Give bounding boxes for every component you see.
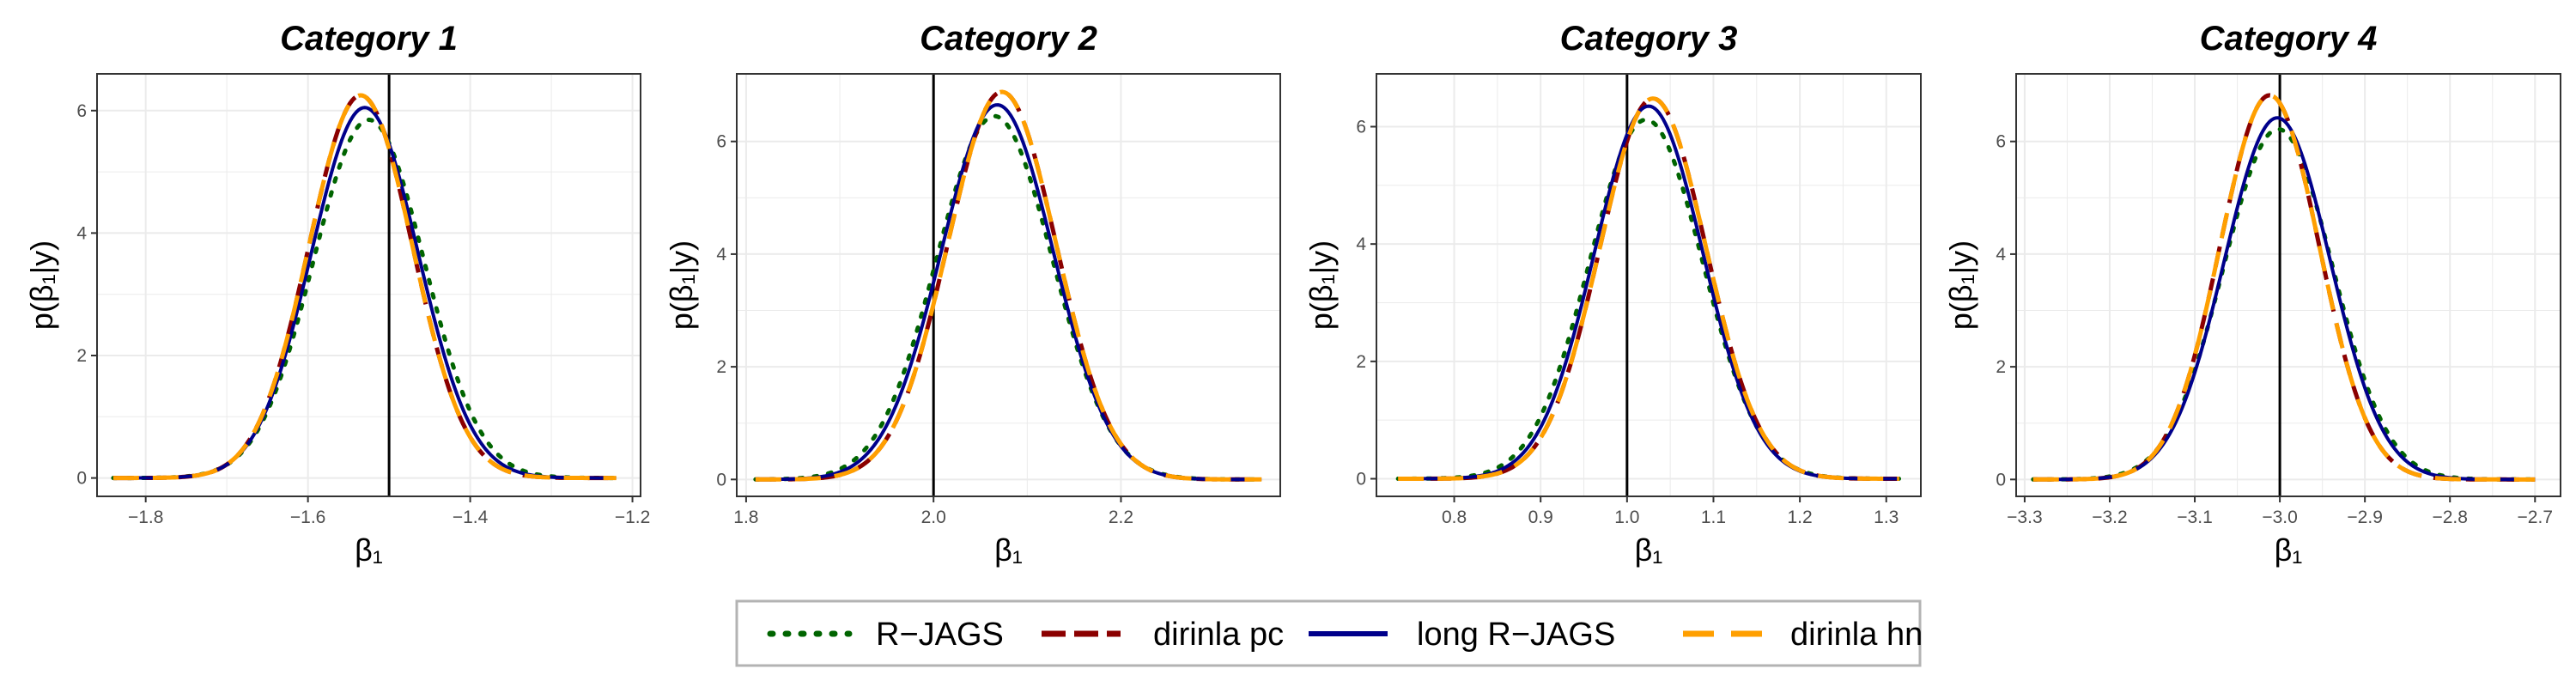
legend: R−JAGS dirinla pc long R−JAGS dirinla hn	[735, 599, 1923, 667]
plot-border	[1376, 73, 1922, 497]
x-tick-label: −1.6	[290, 508, 325, 527]
y-axis-title: p(β₁|y)	[1303, 240, 1339, 330]
x-tick-label: −1.8	[128, 508, 163, 527]
x-tick-label: 1.8	[733, 508, 758, 527]
y-tick-label: 0	[716, 470, 726, 489]
density-curve-dirinla-hn	[112, 93, 617, 481]
plot-background	[737, 74, 1280, 496]
plot-border	[736, 73, 1281, 497]
legend-item: dirinla hn	[1683, 617, 1923, 653]
x-axis-title: β₁	[355, 532, 383, 568]
x-tick-label: −3.2	[2092, 508, 2127, 527]
legend-label: dirinla pc	[1153, 617, 1284, 653]
x-tick-label: 1.3	[1874, 508, 1899, 527]
x-tick-label: 1.0	[1614, 508, 1639, 527]
y-tick-label: 2	[1356, 352, 1366, 372]
x-axis-title: β₁	[994, 532, 1023, 568]
x-tick-label: −3.1	[2177, 508, 2212, 527]
x-tick-label: 1.1	[1701, 508, 1726, 527]
x-tick-label: −2.9	[2347, 508, 2382, 527]
panel-title: Category 1	[280, 20, 458, 58]
x-axis-title: β₁	[2275, 532, 2303, 568]
legend-item: R−JAGS	[767, 617, 1004, 653]
y-tick-label: 0	[1356, 470, 1366, 489]
y-tick-label: 2	[76, 346, 87, 366]
y-axis-title: p(β₁|y)	[664, 240, 699, 330]
density-curve-dirinla-hn	[1398, 96, 1899, 481]
x-tick-label: 2.0	[921, 508, 946, 527]
y-tick-label: 4	[1996, 245, 2006, 264]
y-tick-label: 6	[1356, 118, 1366, 137]
panel-title: Category 4	[2200, 20, 2378, 58]
x-tick-label: −3.0	[2262, 508, 2297, 527]
panel-2: 0 2 4 6 1.8 2.0 2.2 Category 2 β₁ p(β₁|y)	[664, 20, 1281, 568]
y-tick-label: 0	[76, 469, 87, 489]
plot-background	[2016, 74, 2561, 496]
x-tick-label: −1.2	[615, 508, 650, 527]
y-tick-label: 4	[716, 245, 726, 264]
y-tick-label: 6	[76, 101, 87, 121]
x-axis-title: β₁	[1635, 532, 1663, 568]
x-tick-label: −1.4	[453, 508, 489, 527]
y-tick-label: 6	[716, 132, 726, 152]
density-curve-dirinla-hn	[755, 89, 1262, 482]
y-tick-label: 0	[1996, 470, 2006, 489]
y-tick-label: 2	[716, 357, 726, 377]
y-tick-label: 4	[1356, 234, 1366, 254]
x-tick-label: 0.9	[1528, 508, 1553, 527]
legend-label: R−JAGS	[876, 617, 1004, 653]
plot-background	[97, 74, 641, 496]
panel-title: Category 2	[920, 20, 1097, 58]
plot-border	[2015, 73, 2561, 497]
x-tick-label: −2.7	[2518, 508, 2553, 527]
x-tick-label: 1.2	[1788, 508, 1813, 527]
legend-label: long R−JAGS	[1417, 617, 1615, 653]
panel-title: Category 3	[1560, 20, 1738, 58]
y-tick-label: 4	[76, 223, 87, 243]
density-curve-r-jags	[2031, 126, 2537, 482]
y-axis-title: p(β₁|y)	[24, 240, 59, 330]
y-axis-title: p(β₁|y)	[1943, 240, 1978, 330]
y-tick-label: 2	[1996, 357, 2006, 377]
density-curve-dirinla-hn	[2032, 93, 2536, 482]
panel-1: 0 2 4 6 −1.8 −1.6 −1.4 −1.2 Category 1 β₁ p(β₁|y)	[24, 20, 650, 568]
x-tick-label: 0.8	[1442, 508, 1467, 527]
plot-border	[96, 73, 641, 497]
plot-background	[1376, 74, 1921, 496]
legend-item: long R−JAGS	[1309, 617, 1615, 653]
x-tick-label: −3.3	[2007, 508, 2042, 527]
x-tick-label: −2.8	[2432, 508, 2467, 527]
legend-item: dirinla pc	[1042, 617, 1284, 653]
panel-3: 0 2 4 6 0.8 0.9 1.0 1.1 1.2 1.3 Category 3 β₁ p(β₁|y…	[1303, 20, 1922, 568]
legend-label: dirinla hn	[1790, 617, 1923, 653]
x-tick-label: 2.2	[1109, 508, 1133, 527]
y-tick-label: 6	[1996, 132, 2006, 152]
panel-4: 0 2 4 6 −3.3 −3.2 −3.1 −3.0 −2.9 −2.8 −2.7 Category…	[1943, 20, 2561, 568]
